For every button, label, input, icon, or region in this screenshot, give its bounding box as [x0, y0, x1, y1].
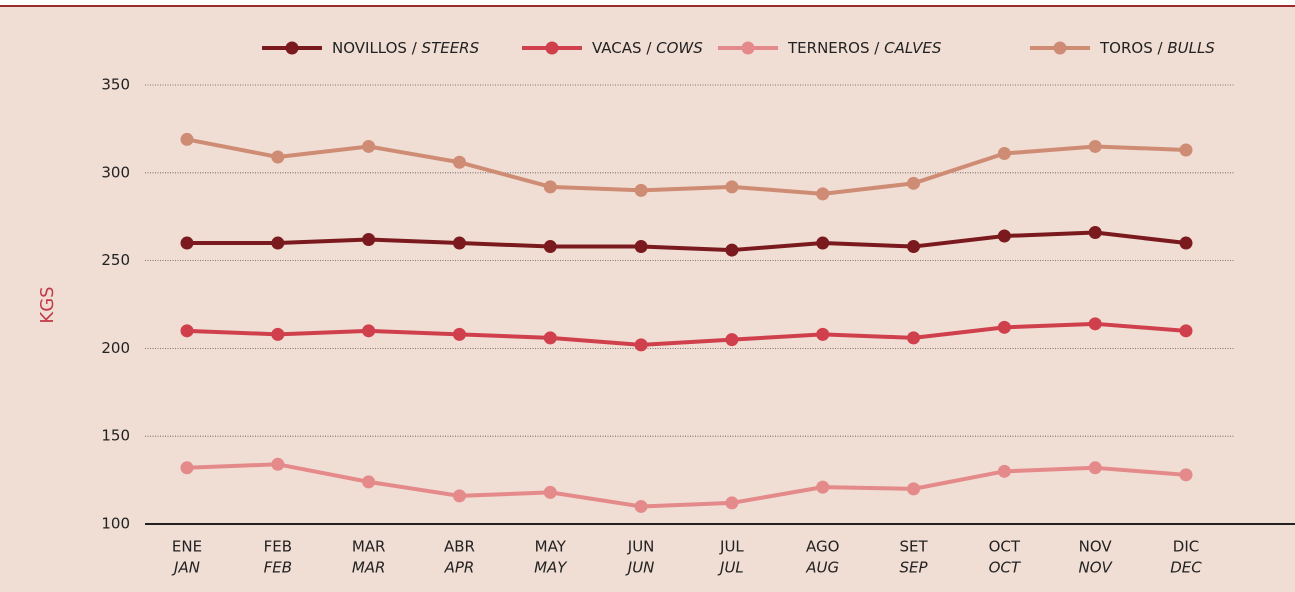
legend-label: NOVILLOS / STEERS: [332, 39, 480, 57]
x-tick-label-en: FEB: [264, 559, 292, 577]
top-rule: [0, 5, 1295, 7]
point: [997, 464, 1011, 478]
point: [543, 331, 557, 345]
point: [1088, 226, 1102, 240]
x-tick-label-en: JUN: [625, 559, 655, 577]
point: [816, 327, 830, 341]
x-tick-label: FEB: [264, 538, 292, 556]
series-line: [186, 462, 1187, 509]
point: [725, 243, 739, 257]
point: [816, 236, 830, 250]
point: [1179, 324, 1193, 338]
point: [543, 485, 557, 499]
y-tick-label: 150: [101, 427, 130, 445]
legend-label: VACAS / COWS: [592, 39, 703, 57]
point: [362, 233, 376, 247]
y-axis-label: KGS: [37, 286, 58, 323]
point: [452, 327, 466, 341]
point: [452, 236, 466, 250]
point: [180, 132, 194, 146]
point: [1179, 143, 1193, 157]
legend-marker: [545, 41, 559, 55]
point: [180, 236, 194, 250]
point: [180, 324, 194, 338]
point: [362, 324, 376, 338]
point: [1179, 468, 1193, 482]
point: [634, 183, 648, 197]
x-tick-label: MAR: [352, 538, 386, 556]
x-tick-label-en: MAR: [352, 559, 386, 577]
point: [271, 150, 285, 164]
legend-label: TOROS / BULLS: [1099, 39, 1215, 57]
series-line: [187, 230, 1187, 253]
y-tick-label: 100: [101, 515, 130, 533]
x-tick-label-en: OCT: [989, 559, 1022, 577]
x-tick-label: ABR: [444, 538, 475, 556]
point: [1088, 139, 1102, 153]
x-tick-label-en: MAY: [534, 559, 568, 577]
x-tick-label: SET: [899, 538, 928, 556]
point: [634, 240, 648, 254]
point: [816, 480, 830, 494]
point: [543, 180, 557, 194]
point: [997, 229, 1011, 243]
point: [1179, 236, 1193, 250]
y-tick-label: 300: [101, 163, 130, 181]
point: [907, 176, 921, 190]
point: [362, 475, 376, 489]
point: [725, 333, 739, 347]
point: [180, 461, 194, 475]
point: [362, 139, 376, 153]
x-tick-label-en: AUG: [805, 559, 839, 577]
legend-marker: [741, 41, 755, 55]
y-tick-label: 250: [101, 251, 130, 269]
point: [543, 240, 557, 254]
background: [0, 7, 1295, 592]
point: [907, 482, 921, 496]
x-tick-label: NOV: [1079, 538, 1113, 556]
x-tick-label-en: DEC: [1170, 559, 1202, 577]
point: [452, 489, 466, 503]
point: [271, 457, 285, 471]
x-tick-label: MAY: [535, 538, 567, 556]
x-tick-label: JUL: [719, 538, 744, 556]
point: [634, 499, 648, 513]
x-tick-label: DIC: [1173, 538, 1199, 556]
point: [1088, 461, 1102, 475]
point: [271, 236, 285, 250]
x-tick-label: AGO: [806, 538, 839, 556]
point: [634, 338, 648, 352]
y-tick-label: 200: [101, 339, 130, 357]
point: [1088, 317, 1102, 331]
legend-marker: [285, 41, 299, 55]
point: [271, 327, 285, 341]
x-tick-label-en: APR: [444, 559, 475, 577]
x-tick-label: JUN: [627, 538, 655, 556]
point: [907, 240, 921, 254]
point: [725, 180, 739, 194]
point: [816, 187, 830, 201]
y-tick-label: 350: [101, 76, 130, 94]
point: [725, 496, 739, 510]
point: [452, 155, 466, 169]
x-tick-label-en: JUL: [717, 559, 744, 577]
series-line: [186, 321, 1187, 347]
x-tick-label: OCT: [989, 538, 1021, 556]
series-line: [186, 137, 1187, 196]
x-tick-label-en: NOV: [1079, 559, 1114, 577]
x-tick-label-en: JAN: [171, 559, 200, 577]
legend-label: TERNEROS / CALVES: [787, 39, 942, 57]
point: [907, 331, 921, 345]
x-tick-label: ENE: [172, 538, 202, 556]
point: [997, 320, 1011, 334]
x-tick-label-en: SEP: [900, 559, 929, 577]
point: [997, 146, 1011, 160]
legend-marker: [1053, 41, 1067, 55]
